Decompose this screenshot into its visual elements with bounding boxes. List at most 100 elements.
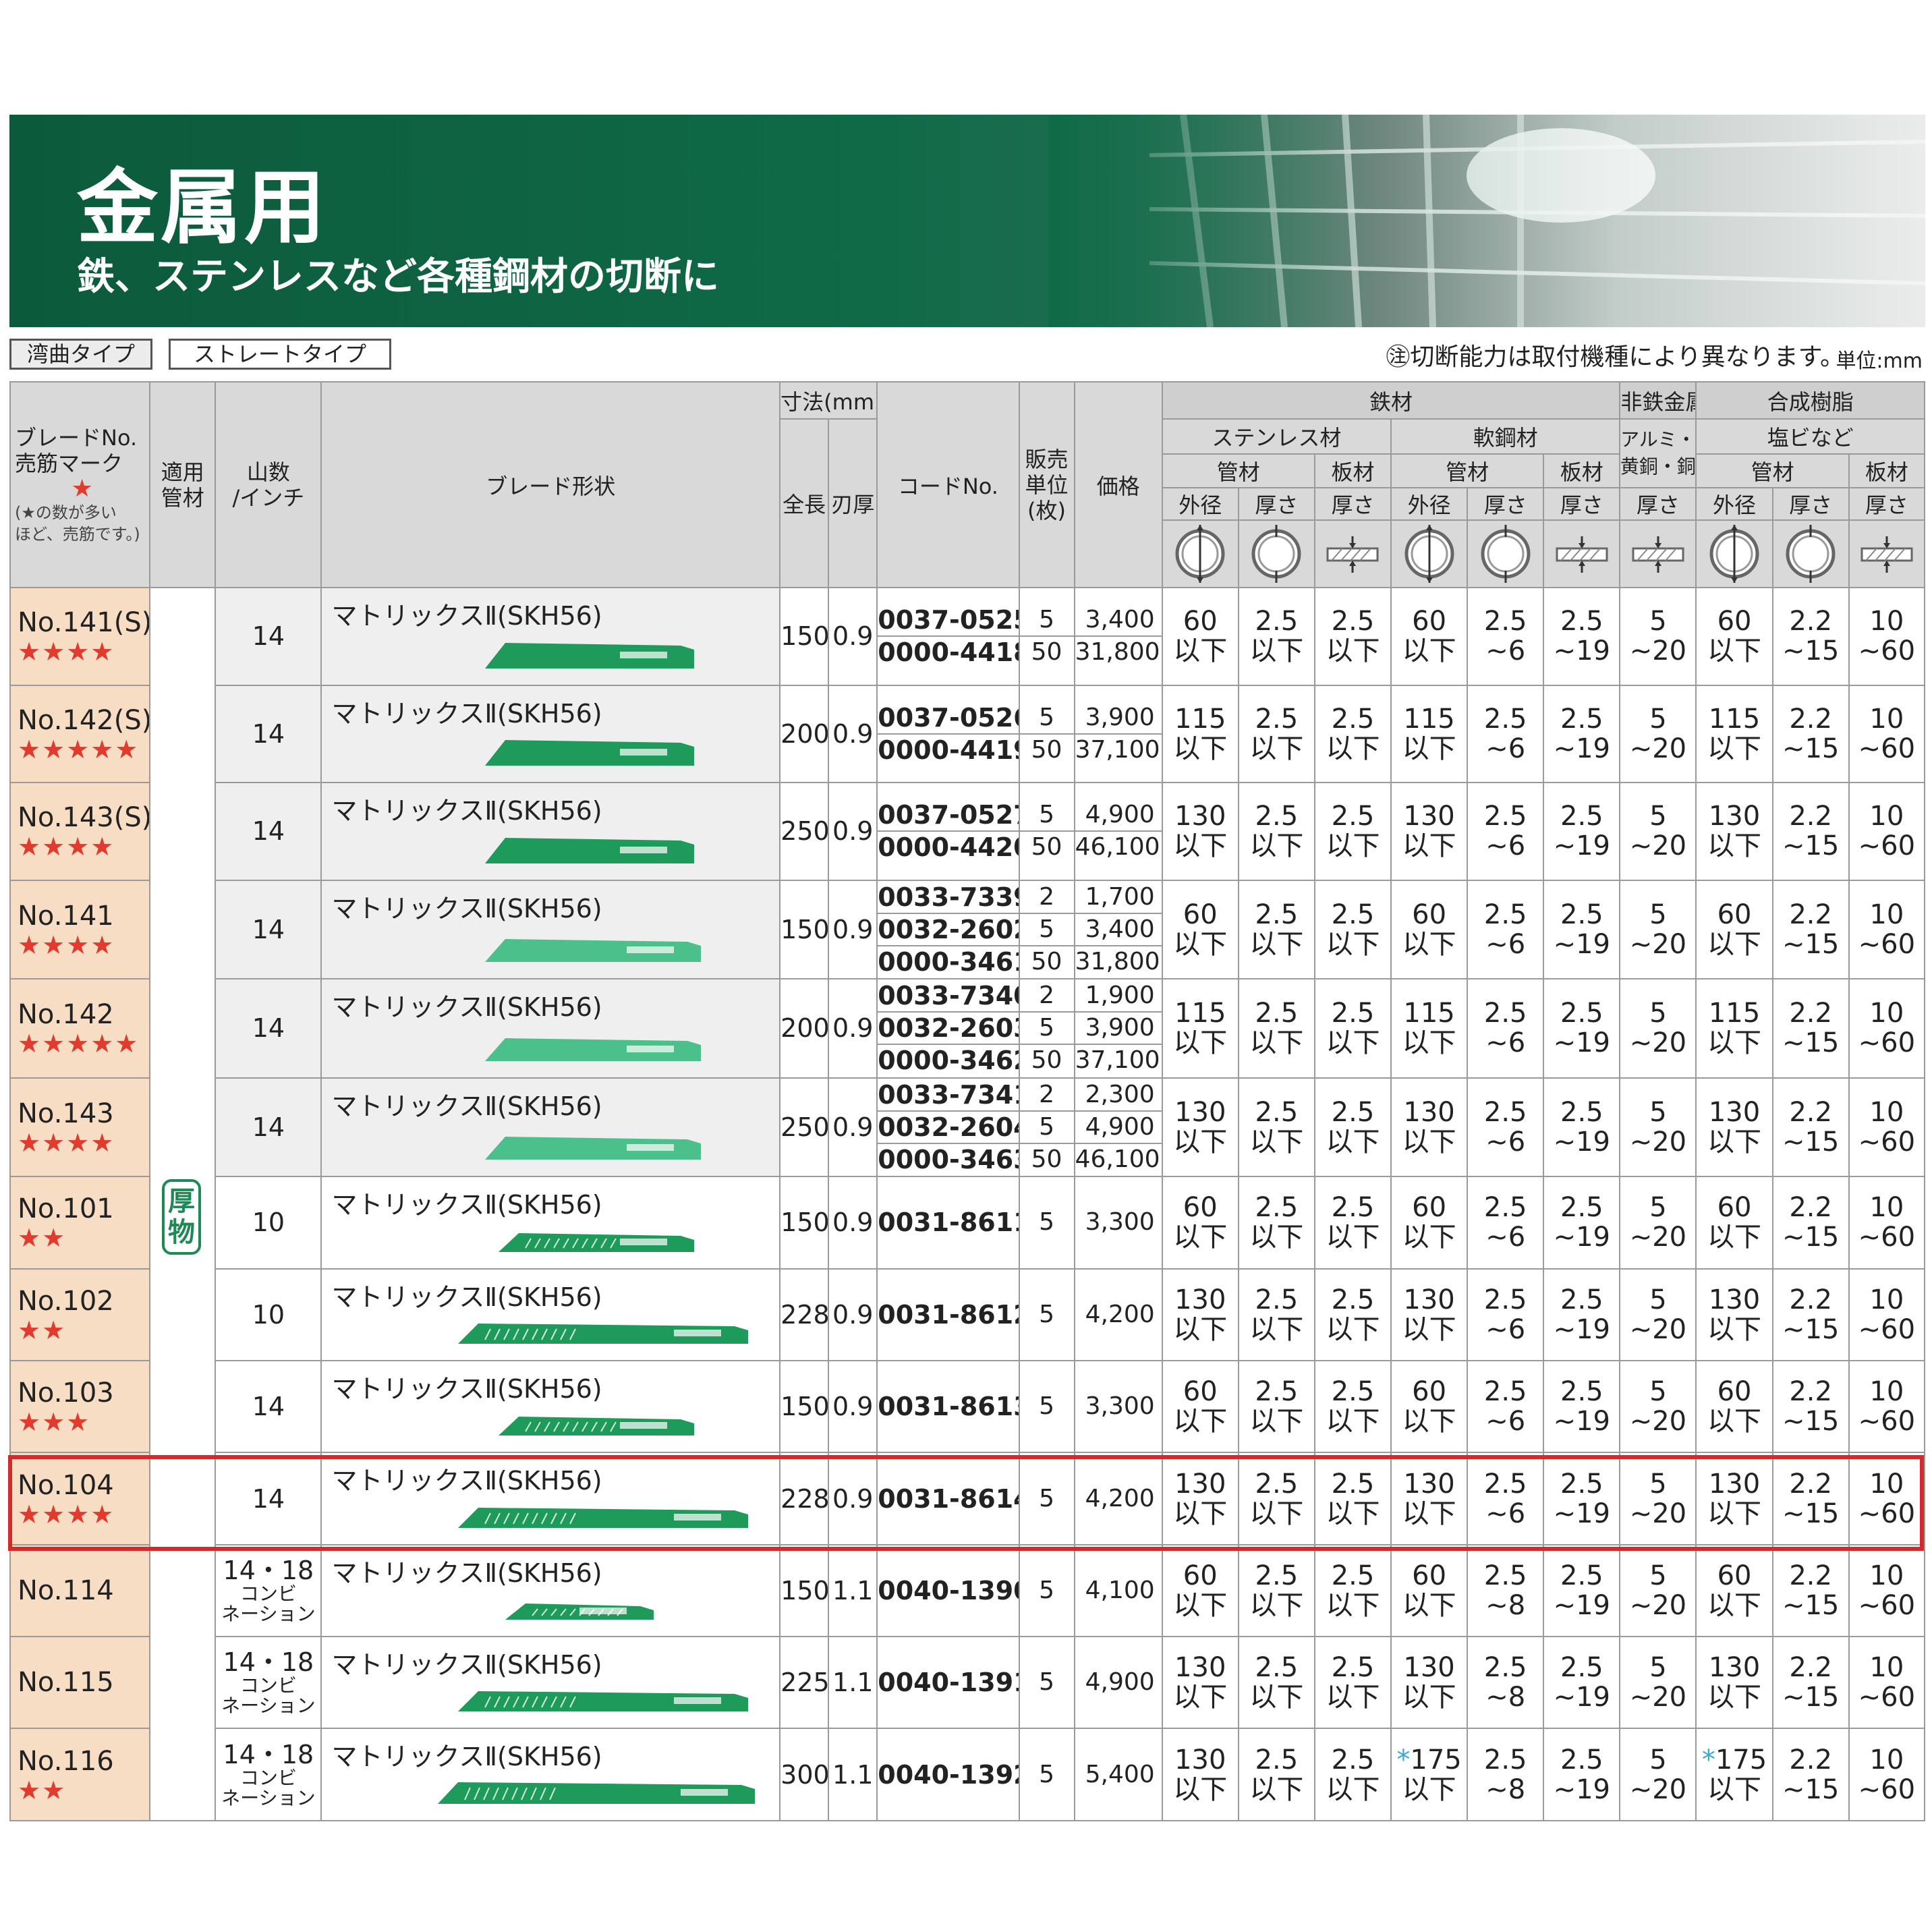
price: 31,800 bbox=[1075, 638, 1160, 666]
blade-no: No.101 bbox=[18, 1193, 114, 1225]
capacity-range: 以下 bbox=[1173, 1589, 1228, 1621]
thickness-cell: 0.9 bbox=[828, 1359, 878, 1454]
price: 37,100 bbox=[1075, 735, 1160, 764]
capacity-range: 以下 bbox=[1249, 1222, 1304, 1253]
capacity-cell: 130 以下 bbox=[1161, 782, 1239, 881]
capacity-range: ~20 bbox=[1629, 1222, 1687, 1253]
length-cell: 228 bbox=[779, 1452, 830, 1545]
capacity-range: 以下 bbox=[1249, 1313, 1304, 1345]
capacity-cell: 130 以下 bbox=[1695, 1636, 1773, 1730]
thickness-cell: 1.1 bbox=[828, 1636, 878, 1730]
capacity-cell: 2.5 以下 bbox=[1313, 684, 1392, 784]
code-no: 0033-7340 bbox=[878, 980, 1018, 1013]
capacity-value: 60 bbox=[1412, 606, 1447, 637]
capacity-value: 2.2 bbox=[1789, 1096, 1832, 1128]
length-value: 200 bbox=[780, 718, 829, 749]
length-value: 150 bbox=[780, 1575, 829, 1606]
capacity-range: ~20 bbox=[1629, 1773, 1687, 1805]
capacity-range: ~15 bbox=[1782, 1126, 1840, 1158]
sales-unit: 5 bbox=[1020, 914, 1073, 946]
code-no: 0033-7339 bbox=[878, 882, 1018, 914]
sales-unit: 2 bbox=[1020, 980, 1073, 1013]
capacity-range: 以下 bbox=[1707, 1682, 1762, 1713]
capacity-cell: 5 ~20 bbox=[1619, 684, 1697, 784]
capacity-cell: 5 ~20 bbox=[1619, 782, 1697, 881]
blade-image bbox=[424, 1583, 762, 1626]
capacity-value: 10 bbox=[1869, 703, 1904, 735]
capacity-range: ~20 bbox=[1629, 1313, 1687, 1345]
capacity-value: 2.2 bbox=[1789, 1560, 1832, 1591]
capacity-range: 以下 bbox=[1707, 1313, 1762, 1345]
capacity-cell: 2.2 ~15 bbox=[1771, 684, 1850, 784]
length-value: 250 bbox=[780, 816, 829, 847]
price-cell: 5,400 bbox=[1073, 1728, 1163, 1821]
table-row: No.102 ★★ 10 マトリックスⅡ(SKH56) 228 0.9 0031-8612 5… bbox=[9, 1268, 1926, 1361]
capacity-value: 130 bbox=[1708, 1652, 1761, 1684]
capacity-range: 以下 bbox=[1173, 1773, 1228, 1805]
code-cell: 0031-8614 bbox=[876, 1452, 1020, 1545]
capacity-cell: 10 ~60 bbox=[1848, 1077, 1926, 1178]
capacity-value: 60 bbox=[1717, 606, 1752, 637]
capacity-cell: 130 以下 bbox=[1695, 782, 1773, 881]
thickness-value: 0.9 bbox=[832, 1013, 874, 1044]
capacity-cell: 2.5 以下 bbox=[1237, 1359, 1315, 1454]
capacity-value: 130 bbox=[1403, 1468, 1455, 1500]
capacity-cell: 2.2 ~15 bbox=[1771, 782, 1850, 881]
pipe-outer-diameter-icon bbox=[1695, 519, 1773, 588]
price-cell: 4,100 bbox=[1073, 1543, 1163, 1638]
teeth-sub-2: ネーション bbox=[221, 1786, 316, 1809]
capacity-range: 以下 bbox=[1173, 830, 1228, 862]
capacity-cell: 2.2 ~15 bbox=[1771, 1636, 1850, 1730]
popularity-stars: ★★★★★ bbox=[18, 1029, 140, 1059]
capacity-value: 5 bbox=[1649, 1744, 1667, 1775]
capacity-cell: 2.5 ~6 bbox=[1467, 978, 1545, 1079]
code-no: 0032-2603 bbox=[878, 1013, 1018, 1046]
capacity-range: 以下 bbox=[1249, 635, 1304, 667]
sales-unit: 5 bbox=[1039, 1300, 1054, 1328]
capacity-range: ~19 bbox=[1553, 1126, 1611, 1158]
capacity-range: ~20 bbox=[1629, 733, 1687, 764]
sales-unit: 50 bbox=[1031, 735, 1062, 764]
capacity-cell: 60 以下 bbox=[1390, 1176, 1469, 1270]
popularity-stars: ★★★★ bbox=[18, 1127, 115, 1158]
header-od: 外径 bbox=[1390, 487, 1469, 521]
capacity-cell: 130 以下 bbox=[1390, 1452, 1469, 1545]
capacity-value: 2.5 bbox=[1560, 1284, 1603, 1315]
header-resin: 合成樹脂 bbox=[1695, 381, 1925, 420]
capacity-value: 130 bbox=[1174, 1652, 1226, 1684]
pipe-thickness-icon bbox=[1467, 519, 1545, 588]
capacity-range: ~20 bbox=[1629, 1498, 1687, 1529]
sales-unit: 50 bbox=[1031, 1046, 1062, 1075]
capacity-cell: 130 以下 bbox=[1161, 1636, 1239, 1730]
capacity-range: 以下 bbox=[1249, 1589, 1304, 1621]
price: 4,900 bbox=[1085, 1668, 1155, 1697]
capacity-cell: 2.5 ~19 bbox=[1543, 684, 1621, 784]
blade-shape-cell: マトリックスⅡ(SKH56) bbox=[320, 1636, 781, 1730]
capacity-range: ~6 bbox=[1485, 1222, 1526, 1253]
blade-no-cell: No.103 ★★★ bbox=[9, 1359, 151, 1454]
capacity-range: 以下 bbox=[1707, 1222, 1762, 1253]
sales-unit: 50 bbox=[1031, 1145, 1062, 1173]
capacity-value: 2.5 bbox=[1255, 606, 1299, 637]
header-popular-note-1: (★の数が多い bbox=[15, 503, 117, 522]
capacity-range: ~19 bbox=[1553, 635, 1611, 667]
header-length: 全長 bbox=[779, 418, 830, 588]
capacity-cell: 2.5 以下 bbox=[1237, 1077, 1315, 1178]
capacity-value: 5 bbox=[1649, 1560, 1667, 1591]
capacity-cell: 60 以下 bbox=[1161, 587, 1239, 686]
capacity-value: 60 bbox=[1717, 1376, 1752, 1408]
sales-unit: 2 bbox=[1020, 882, 1073, 914]
length-cell: 200 bbox=[779, 978, 830, 1079]
tab-straight-type[interactable]: ストレートタイプ bbox=[169, 339, 391, 370]
capacity-cell: 2.5 ~6 bbox=[1467, 1176, 1545, 1270]
price-cell: 4,200 bbox=[1073, 1452, 1163, 1545]
tab-curved-type[interactable]: 湾曲タイプ bbox=[9, 339, 152, 370]
capacity-cell: 2.5 以下 bbox=[1237, 587, 1315, 686]
popularity-stars: ★★★★ bbox=[18, 832, 115, 862]
capacity-range: ~15 bbox=[1782, 1589, 1840, 1621]
thickness-cell: 0.9 bbox=[828, 1452, 878, 1545]
thick-badge-char-1: 厚 bbox=[168, 1186, 195, 1217]
plate-thickness-icon bbox=[1848, 519, 1926, 588]
thickness-value: 1.1 bbox=[832, 1668, 874, 1698]
capacity-cell: 2.5 ~19 bbox=[1543, 587, 1621, 686]
